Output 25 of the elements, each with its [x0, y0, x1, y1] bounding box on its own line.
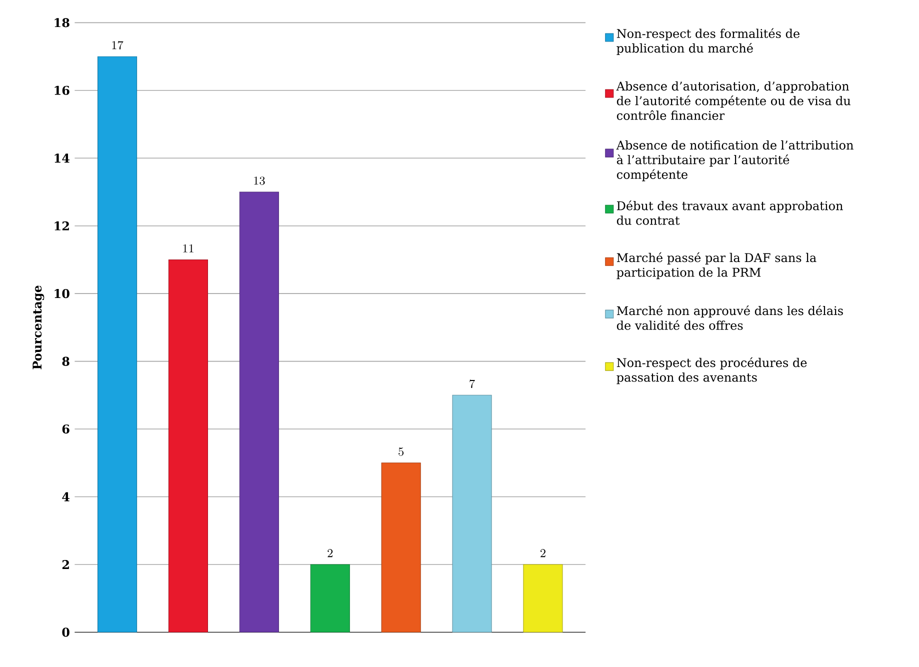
data-label: 2 — [328, 549, 333, 558]
y-tick-label: 6 — [62, 424, 70, 434]
legend-label: Début des travaux avant approbation du contrat — [616, 200, 843, 225]
legend-label: Marché non approuvé dans les délais de validité des offres — [616, 306, 843, 330]
data-label: 7 — [470, 380, 475, 388]
legend-label: Absence d’autorisation, d’approbation de l’autorité compétente ou de visa du contrôle financier — [616, 81, 850, 120]
y-tick-label: 2 — [62, 560, 69, 569]
y-tick-label: 14 — [54, 154, 70, 163]
y-tick-label: 4 — [62, 492, 70, 502]
y-tick-label: 10 — [54, 289, 70, 298]
data-label: 17 — [112, 41, 124, 50]
legend-label: Absence de notification de l’attribution à l’attributaire par l’autorité compétente — [616, 140, 854, 182]
data-label: 5 — [398, 448, 404, 456]
y-tick-label: 8 — [62, 356, 70, 366]
y-axis-title: Pourcentage — [32, 286, 44, 370]
legend-label: Non-respect des formalités de publication du marché — [616, 28, 800, 56]
data-label: 2 — [540, 549, 546, 558]
data-label: 11 — [183, 244, 194, 252]
y-tick-label: 0 — [62, 628, 70, 637]
y-tick-label: 18 — [54, 18, 70, 28]
y-tick-label: 12 — [54, 221, 69, 230]
y-tick-label: 16 — [54, 86, 70, 95]
data-label: 13 — [254, 176, 265, 185]
legend-label: Marché passé par la DAF sans la participation de la PRM — [616, 252, 816, 280]
legend-label: Non-respect des procédures de passation des avenants — [616, 357, 807, 384]
